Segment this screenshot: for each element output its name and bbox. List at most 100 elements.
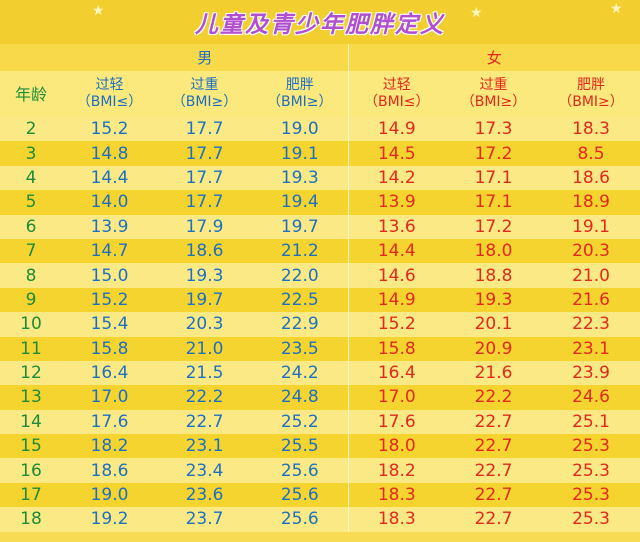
table-row: 14 17.6 22.7 25.2 17.6 22.7 25.1 [0,409,640,435]
bmi-cell-m-over: 17.9 [185,216,224,237]
column-header-bmi: （BMI≥） [558,94,624,110]
age-cell: 6 [25,216,37,237]
bmi-cell-f-under: 18.2 [347,458,445,483]
bmi-cell-f-under: 14.5 [347,141,445,166]
bmi-cell-f-over: 17.2 [474,143,513,164]
table-row: 5 14.0 17.7 19.4 13.9 17.1 18.9 [0,190,640,215]
bmi-cell-m-under: 15.2 [90,119,129,140]
age-cell: 3 [25,143,37,164]
bmi-cell-m-obese: 25.5 [280,436,319,457]
bmi-cell-m-obese: 25.6 [280,460,319,481]
bmi-cell-f-under: 13.9 [347,190,445,215]
column-header-row: 年龄 过轻 （BMI≤） 过重 （BMI≥） 肥胖 （BMI≥） 过轻 （BMI… [0,71,640,117]
bmi-cell-m-obese: 19.3 [280,167,319,188]
bmi-cell-f-obese: 19.1 [572,216,610,237]
bmi-cell-f-obese: 25.3 [572,436,610,457]
bmi-cell-f-obese: 25.3 [572,509,610,530]
bmi-cell-f-over: 17.2 [474,216,513,237]
age-cell: 10 [20,314,42,335]
star-decoration-icon: ★ [600,519,613,535]
bmi-cell-m-under: 18.6 [90,460,129,481]
age-cell: 11 [20,338,42,359]
age-cell: 14 [20,411,42,432]
column-header-age: 年龄 [14,84,47,104]
bmi-cell-m-over: 20.3 [185,314,224,335]
bmi-cell-m-over: 21.5 [185,363,224,384]
bmi-cell-m-over: 18.6 [185,241,224,262]
bmi-cell-m-obese: 22.9 [280,314,319,335]
table-row: 4 14.4 17.7 19.3 14.2 17.1 18.6 [0,165,640,191]
bmi-cell-f-over: 20.9 [474,338,513,359]
age-cell: 7 [25,241,37,262]
table-row: 11 15.8 21.0 23.5 15.8 20.9 23.1 [0,336,640,361]
star-decoration-icon: ★ [610,1,623,17]
bmi-cell-m-obese: 22.0 [280,265,319,286]
bmi-cell-f-obese: 20.3 [572,241,610,262]
column-header-girls-overweight: 过重 （BMI≥） [445,71,542,117]
bmi-cell-f-obese: 23.1 [572,338,610,359]
bmi-cell-f-under: 14.4 [347,238,445,264]
bmi-cell-m-obese: 19.1 [280,143,319,164]
table-row: 6 13.9 17.9 19.7 13.6 17.2 19.1 [0,214,640,239]
table-row: 3 14.8 17.7 19.1 14.5 17.2 8.5 [0,141,640,166]
page-title: 儿童及青少年肥胖定义 [195,12,445,38]
bmi-cell-f-under: 14.9 [347,117,445,142]
column-header-boys-overweight: 过重 （BMI≥） [157,71,252,117]
table-row: 10 15.4 20.3 22.9 15.2 20.1 22.3 [0,312,640,337]
column-header-bmi: （BMI≥） [460,94,527,110]
bmi-cell-m-under: 17.0 [90,387,129,408]
bmi-cell-m-obese: 24.8 [280,387,319,408]
bmi-cell-m-under: 16.4 [90,363,129,384]
column-header-bmi: （BMI≥） [171,94,238,110]
bmi-cell-f-obese: 25.3 [572,485,610,506]
bmi-cell-f-obese: 18.9 [572,192,610,213]
column-header-label: 过重 [190,77,219,93]
table-row: 12 16.4 21.5 24.2 16.4 21.6 23.9 [0,360,640,386]
bmi-cell-f-over: 22.7 [474,411,513,432]
bmi-cell-f-under: 14.6 [347,263,445,288]
bmi-cell-f-obese: 8.5 [577,143,605,164]
bmi-cell-f-over: 22.7 [474,436,513,457]
bmi-cell-f-obese: 24.6 [572,387,610,408]
bmi-cell-f-over: 21.6 [474,363,513,384]
column-header-label: 过重 [479,77,508,93]
table-row: 15 18.2 23.1 25.5 18.0 22.7 25.3 [0,434,640,459]
column-header-bmi: （BMI≤） [76,94,143,110]
bmi-cell-m-under: 19.2 [90,509,129,530]
bmi-cell-f-under: 14.9 [347,287,445,313]
bmi-cell-m-over: 23.7 [185,509,224,530]
bmi-cell-m-under: 14.4 [90,167,129,188]
bmi-cell-m-over: 23.6 [185,485,224,506]
bmi-cell-f-over: 18.0 [474,241,513,262]
column-header-label: 肥胖 [285,77,314,93]
column-header-boys-obese: 肥胖 （BMI≥） [252,71,348,117]
bmi-cell-f-over: 18.8 [474,265,513,286]
age-cell: 17 [20,485,42,506]
table-row: 17 19.0 23.6 25.6 18.3 22.7 25.3 [0,482,640,508]
bmi-cell-f-obese: 18.3 [572,119,610,140]
bmi-cell-m-under: 15.0 [90,265,129,286]
bmi-cell-f-over: 17.3 [474,119,513,140]
bmi-cell-f-over: 22.2 [474,387,513,408]
bmi-cell-m-obese: 22.5 [280,289,319,310]
bmi-cell-f-under: 17.6 [347,409,445,435]
column-header-label: 过轻 [95,77,124,93]
table-row: 8 15.0 19.3 22.0 14.6 18.8 21.0 [0,263,640,288]
bmi-cell-m-obese: 25.2 [280,411,319,432]
bmi-cell-f-under: 14.2 [347,165,445,191]
group-header-girls: 女 [347,44,640,71]
bmi-cell-m-over: 17.7 [185,192,224,213]
bmi-cell-m-under: 13.9 [90,216,129,237]
column-header-label: 过轻 [382,77,411,93]
bmi-cell-m-under: 15.4 [90,314,129,335]
age-cell: 12 [20,363,42,384]
age-cell: 18 [20,509,42,530]
bmi-cell-m-under: 15.2 [90,289,129,310]
group-header-boys: 男 [197,49,213,67]
star-decoration-icon: ★ [470,5,483,21]
age-cell: 5 [25,192,37,213]
bmi-cell-m-over: 17.7 [185,167,224,188]
bmi-cell-f-obese: 23.9 [572,363,610,384]
bmi-cell-f-over: 20.1 [474,314,513,335]
bmi-cell-m-under: 14.0 [90,192,129,213]
